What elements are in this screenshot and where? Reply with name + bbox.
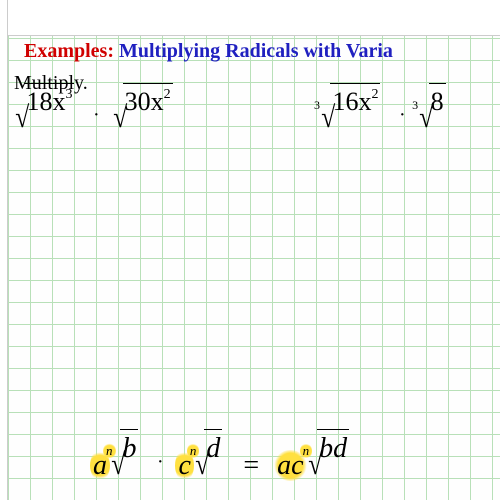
radical-1: √18x3 [14, 100, 80, 135]
formula-r3: bd [317, 429, 349, 465]
title-examples-label: Examples: [24, 40, 114, 62]
formula-rad3: n√bd [307, 446, 355, 482]
page-title: Examples: Multiplying Radicals with Vari… [24, 40, 393, 63]
radical-index-4: 3 [412, 98, 418, 113]
radicand-exp-1: 3 [65, 87, 72, 102]
radicand-3: 16x2 [330, 83, 380, 117]
equals-sign: = [243, 450, 259, 481]
radical-3: 3 √16x2 [320, 100, 386, 135]
product-rule-formula: an√b · cn√d = acn√bd [90, 446, 355, 482]
mult-dot: · [399, 104, 406, 127]
radicand-base-3: 16x [332, 87, 371, 116]
left-sidebar [0, 0, 8, 500]
radical-index-3: 3 [314, 98, 320, 113]
radicand-exp-3: 2 [371, 87, 378, 102]
formula-rad2: n√d [194, 446, 228, 482]
expression-left: √18x3 · √30x2 [14, 100, 179, 135]
radicand-2: 30x2 [123, 83, 173, 117]
mult-dot: · [157, 451, 162, 474]
formula-r1: b [120, 429, 138, 465]
radical-2: √30x2 [112, 100, 178, 135]
mult-dot: · [93, 104, 100, 127]
whiteboard-frame: Examples: Multiplying Radicals with Vari… [0, 0, 500, 500]
formula-rad1: n√b [110, 446, 144, 482]
radicand-base-2: 30x [125, 87, 164, 116]
expression-right: 3 √16x2 · 3 √8 [320, 100, 452, 135]
radicand-exp-2: 2 [164, 87, 171, 102]
radicand-base-1: 18x [26, 87, 65, 116]
radicand-4: 8 [429, 83, 446, 117]
title-subject: Multiplying Radicals with Varia [119, 40, 393, 62]
top-toolbar [0, 0, 500, 36]
formula-r2: d [204, 429, 222, 465]
radicand-base-4: 8 [431, 87, 444, 116]
radicand-1: 18x3 [24, 83, 74, 117]
radical-4: 3 √8 [418, 100, 451, 135]
